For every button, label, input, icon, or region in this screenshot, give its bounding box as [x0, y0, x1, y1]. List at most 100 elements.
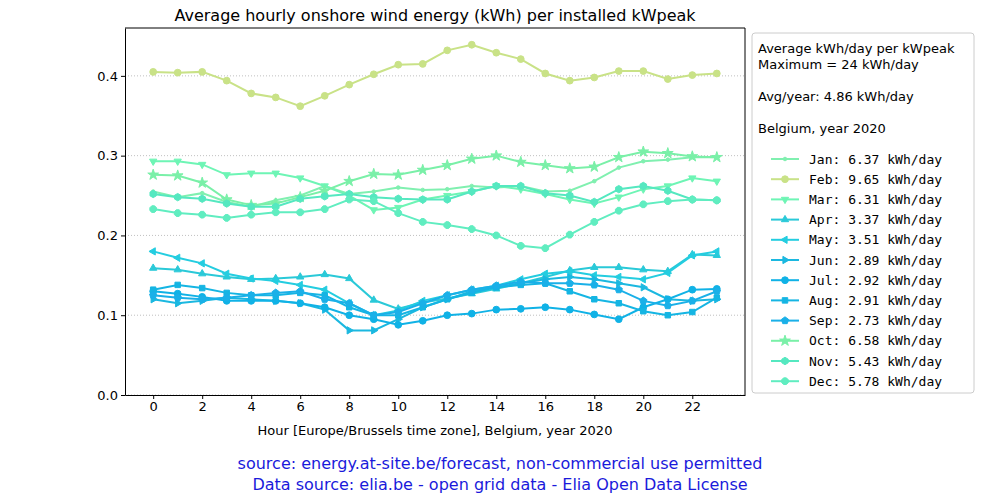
- point: [445, 187, 449, 191]
- y-tick-mark: [121, 395, 125, 396]
- legend-label: Nov: 5.43 kWh/day: [809, 354, 942, 369]
- point: [370, 296, 377, 302]
- x-tick-label: 10: [390, 399, 407, 414]
- point: [421, 188, 425, 192]
- point: [662, 148, 673, 158]
- point: [566, 306, 573, 313]
- point: [444, 196, 450, 203]
- legend: Average kWh/day per kWpeakMaximum = 24 k…: [752, 33, 974, 393]
- y-tick-label: 0.3: [97, 148, 118, 163]
- point: [370, 208, 377, 214]
- point: [370, 311, 377, 318]
- y-axis-line: [125, 29, 126, 396]
- point: [297, 209, 304, 216]
- x-axis: 0246810121416182022: [126, 395, 746, 414]
- x-tick-label: 16: [538, 399, 555, 414]
- point: [396, 186, 400, 190]
- point: [664, 76, 671, 83]
- point: [713, 70, 720, 77]
- point: [395, 210, 402, 217]
- point: [200, 191, 204, 195]
- point: [615, 273, 621, 280]
- legend-title: Average kWh/day per kWpeak: [758, 41, 955, 56]
- point: [517, 305, 524, 312]
- point: [222, 270, 228, 277]
- point: [715, 296, 721, 303]
- point: [641, 308, 646, 313]
- point: [444, 47, 451, 54]
- annotation: source: energy.at-site.be/forecast, non-…: [238, 454, 763, 473]
- point: [296, 281, 302, 288]
- point: [297, 287, 304, 294]
- y-tick: 0.0: [97, 388, 125, 403]
- point: [199, 295, 206, 302]
- point: [615, 195, 622, 201]
- point: [346, 196, 353, 203]
- point: [150, 206, 157, 213]
- point: [517, 56, 524, 63]
- point: [714, 197, 720, 204]
- point: [491, 150, 502, 160]
- x-tick-label: 0: [150, 399, 158, 414]
- point: [174, 193, 180, 200]
- point: [174, 69, 181, 76]
- point: [540, 160, 551, 170]
- legend-box: [752, 33, 974, 393]
- point: [199, 195, 205, 202]
- point: [344, 176, 355, 186]
- point: [370, 71, 377, 78]
- point: [174, 159, 181, 165]
- point: [419, 317, 426, 324]
- point: [713, 179, 720, 185]
- point: [642, 159, 646, 163]
- legend-label: Jul: 2.92 kWh/day: [809, 273, 942, 288]
- grid-line: [125, 395, 745, 396]
- x-tick-label: 6: [297, 399, 305, 414]
- x-tick: 6: [297, 395, 305, 414]
- point: [198, 260, 204, 267]
- legend-title: Maximum = 24 kWh/day: [758, 57, 919, 72]
- frame: [125, 28, 745, 29]
- point: [223, 200, 229, 207]
- point: [616, 301, 621, 306]
- x-tick: 10: [390, 395, 407, 414]
- point: [150, 159, 157, 165]
- x-tick: 22: [685, 395, 702, 414]
- point: [640, 297, 647, 304]
- point: [297, 300, 304, 307]
- series-line: [153, 277, 717, 330]
- point: [150, 68, 157, 75]
- point: [297, 273, 304, 279]
- x-tick-label: 18: [587, 399, 604, 414]
- legend-marker: [781, 197, 788, 203]
- point: [272, 277, 278, 284]
- series-line: [153, 251, 717, 315]
- point: [665, 187, 671, 194]
- point: [223, 294, 230, 301]
- legend-marker: [781, 236, 787, 243]
- point: [713, 197, 720, 204]
- x-axis-line: [126, 395, 746, 396]
- legend-label: May: 3.51 kWh/day: [809, 232, 942, 247]
- point: [615, 68, 622, 75]
- y-tick: 0.3: [97, 148, 125, 163]
- legend-marker: [781, 317, 788, 324]
- point: [666, 158, 670, 162]
- point: [639, 276, 645, 283]
- point: [248, 275, 255, 281]
- point: [321, 270, 328, 276]
- point: [150, 264, 157, 270]
- point: [589, 161, 600, 171]
- point: [493, 49, 500, 56]
- point: [199, 68, 206, 75]
- point: [566, 77, 573, 84]
- x-tick-label: 4: [248, 399, 256, 414]
- point: [593, 179, 597, 183]
- y-tick: 0.4: [97, 69, 125, 84]
- point: [688, 252, 694, 259]
- point: [174, 294, 181, 301]
- series-line: [153, 186, 717, 207]
- x-tick-label: 14: [488, 399, 505, 414]
- point: [149, 248, 155, 255]
- point: [470, 184, 474, 188]
